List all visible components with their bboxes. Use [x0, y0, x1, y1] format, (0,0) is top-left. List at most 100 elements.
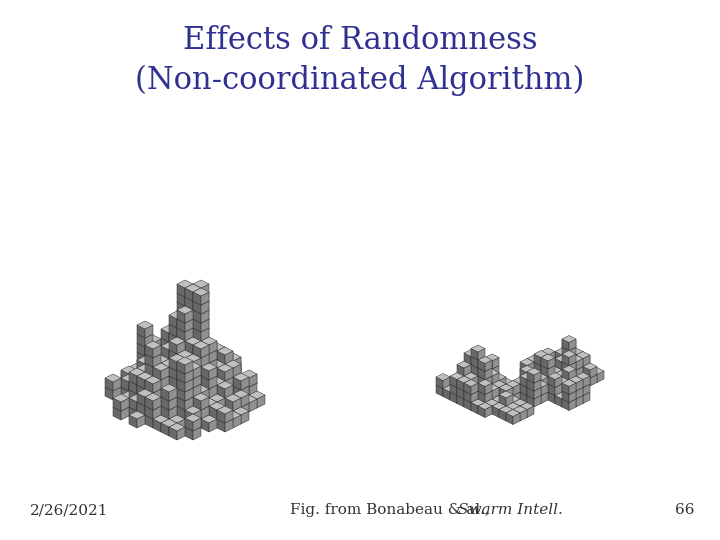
Polygon shape — [527, 384, 534, 395]
Polygon shape — [562, 352, 569, 363]
Polygon shape — [576, 361, 583, 372]
Polygon shape — [153, 362, 161, 375]
Polygon shape — [193, 387, 201, 400]
Polygon shape — [193, 373, 201, 386]
Polygon shape — [177, 378, 185, 391]
Polygon shape — [193, 403, 201, 416]
Polygon shape — [471, 378, 478, 389]
Polygon shape — [177, 372, 185, 385]
Polygon shape — [478, 375, 485, 386]
Polygon shape — [562, 359, 576, 366]
Polygon shape — [177, 342, 193, 350]
Polygon shape — [499, 377, 506, 388]
Polygon shape — [471, 384, 485, 391]
Polygon shape — [457, 384, 464, 395]
Polygon shape — [145, 398, 153, 411]
Polygon shape — [233, 383, 249, 391]
Polygon shape — [485, 391, 492, 402]
Polygon shape — [499, 384, 506, 395]
Polygon shape — [225, 419, 233, 432]
Polygon shape — [161, 378, 177, 386]
Polygon shape — [217, 383, 233, 391]
Polygon shape — [201, 352, 209, 365]
Polygon shape — [161, 391, 169, 404]
Polygon shape — [169, 382, 177, 395]
Polygon shape — [217, 356, 225, 369]
Polygon shape — [169, 363, 177, 376]
Polygon shape — [169, 367, 177, 380]
Polygon shape — [485, 385, 492, 396]
Polygon shape — [499, 406, 513, 413]
Polygon shape — [169, 362, 177, 375]
Polygon shape — [534, 361, 548, 368]
Polygon shape — [562, 388, 576, 395]
Polygon shape — [464, 391, 471, 402]
Polygon shape — [185, 347, 201, 355]
Polygon shape — [113, 394, 129, 402]
Polygon shape — [193, 289, 209, 297]
Polygon shape — [541, 392, 548, 403]
Polygon shape — [548, 368, 555, 379]
Polygon shape — [527, 388, 534, 400]
Polygon shape — [169, 427, 177, 440]
Polygon shape — [209, 390, 217, 403]
Polygon shape — [177, 315, 193, 323]
Polygon shape — [161, 403, 177, 411]
Polygon shape — [137, 321, 153, 329]
Polygon shape — [177, 371, 193, 379]
Polygon shape — [485, 406, 492, 417]
Polygon shape — [177, 344, 185, 357]
Polygon shape — [177, 377, 185, 390]
Polygon shape — [534, 362, 541, 374]
Polygon shape — [471, 363, 478, 375]
Polygon shape — [177, 353, 185, 366]
Polygon shape — [492, 402, 499, 414]
Polygon shape — [153, 358, 169, 366]
Polygon shape — [137, 368, 145, 381]
Polygon shape — [145, 369, 161, 377]
Polygon shape — [520, 375, 534, 381]
Polygon shape — [562, 355, 569, 367]
Polygon shape — [193, 390, 201, 403]
Polygon shape — [161, 343, 177, 351]
Polygon shape — [520, 406, 527, 417]
Polygon shape — [145, 368, 161, 376]
Polygon shape — [527, 380, 534, 391]
Polygon shape — [201, 350, 209, 363]
Polygon shape — [485, 392, 499, 399]
Polygon shape — [471, 392, 478, 403]
Polygon shape — [548, 381, 555, 393]
Polygon shape — [129, 363, 145, 371]
Polygon shape — [193, 381, 201, 394]
Polygon shape — [233, 377, 241, 390]
Polygon shape — [217, 385, 225, 398]
Polygon shape — [193, 343, 209, 351]
Polygon shape — [185, 341, 193, 354]
Polygon shape — [145, 344, 161, 352]
Polygon shape — [169, 394, 177, 407]
Polygon shape — [569, 357, 583, 364]
Polygon shape — [534, 370, 541, 381]
Polygon shape — [541, 388, 548, 400]
Polygon shape — [193, 385, 201, 398]
Polygon shape — [464, 368, 478, 375]
Polygon shape — [145, 374, 153, 387]
Polygon shape — [548, 354, 562, 361]
Polygon shape — [534, 373, 541, 384]
Polygon shape — [177, 361, 193, 369]
Polygon shape — [153, 357, 161, 370]
Polygon shape — [177, 350, 193, 358]
Polygon shape — [177, 324, 185, 337]
Polygon shape — [527, 374, 534, 385]
Polygon shape — [145, 345, 153, 358]
Polygon shape — [590, 367, 597, 378]
Polygon shape — [153, 339, 161, 352]
Polygon shape — [492, 395, 506, 402]
Polygon shape — [257, 395, 265, 408]
Polygon shape — [506, 388, 513, 400]
Polygon shape — [499, 388, 506, 399]
Polygon shape — [137, 389, 153, 397]
Polygon shape — [161, 346, 169, 359]
Polygon shape — [201, 375, 209, 388]
Polygon shape — [161, 419, 177, 427]
